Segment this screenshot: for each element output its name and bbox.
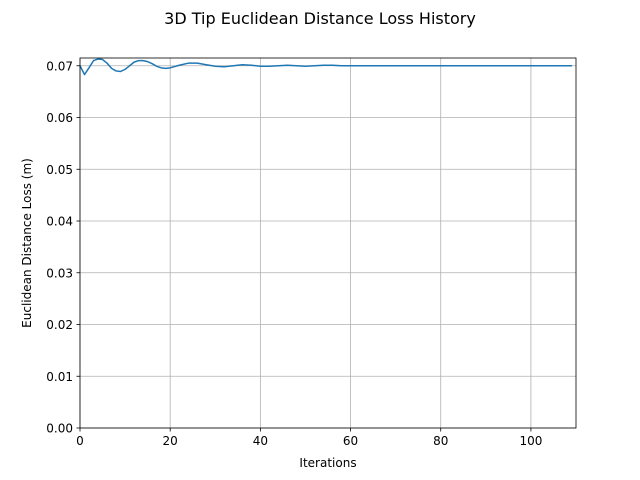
- x-tick-label: 0: [76, 434, 84, 448]
- y-tick-label: 0.02: [46, 318, 73, 332]
- y-axis-label: Euclidean Distance Loss (m): [20, 158, 34, 328]
- series-layer: [79, 58, 573, 76]
- y-tick-label: 0.07: [46, 59, 73, 73]
- x-tick-label: 80: [433, 434, 448, 448]
- y-tick-label: 0.05: [46, 163, 73, 177]
- y-tick-label: 0.00: [46, 422, 73, 436]
- y-axis-ticks: 0.00 0.01 0.02 0.03 0.04 0.05 0.06 0.07: [46, 59, 80, 436]
- x-tick-label: 40: [253, 434, 268, 448]
- x-axis-ticks: 0 20 40 60 80 100: [76, 428, 542, 448]
- plot-frame: [79, 57, 577, 429]
- x-axis-label: Iterations: [299, 456, 356, 470]
- y-tick-label: 0.03: [46, 266, 73, 280]
- x-tick-label: 100: [519, 434, 542, 448]
- x-tick-label: 60: [343, 434, 358, 448]
- x-tick-label: 20: [163, 434, 178, 448]
- y-tick-label: 0.04: [46, 215, 73, 229]
- y-tick-label: 0.01: [46, 370, 73, 384]
- y-tick-label: 0.06: [46, 111, 73, 125]
- chart-title: 3D Tip Euclidean Distance Loss History: [164, 9, 476, 28]
- loss-series-line: [79, 58, 573, 76]
